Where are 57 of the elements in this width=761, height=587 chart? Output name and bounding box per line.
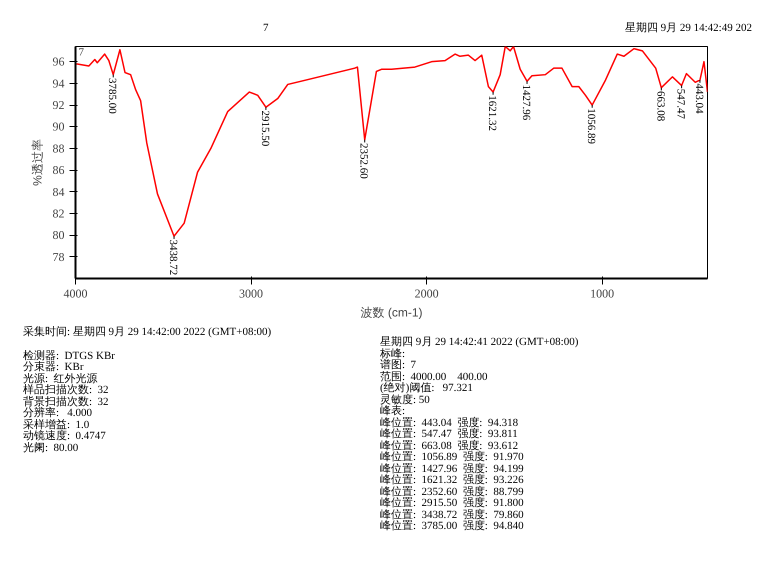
y-axis-title: %透过率 — [30, 139, 44, 186]
text: 峰表: — [380, 405, 406, 417]
annotation: 1056.89 — [585, 108, 598, 145]
annotation: 3785.00 — [106, 78, 118, 114]
text: 动镜速度: 0.4747 — [23, 430, 107, 442]
text: 谱图: 7 — [380, 359, 418, 371]
y-tick-label: 86 — [52, 163, 64, 178]
text: 峰位置: 2352.60 强度: 88.799 — [380, 486, 525, 498]
text: 范围: 4000.00 400.00 — [380, 370, 489, 382]
text: 峰位置: 2915.50 强度: 91.800 — [380, 497, 525, 509]
y-tick-label: 94 — [52, 76, 64, 90]
text: 峰位置: 1056.89 强度: 91.970 — [380, 451, 525, 463]
chart-subtitle: 星期四 9月 29 14:42:49 202 — [624, 21, 752, 36]
y-tick-label: 96 — [52, 54, 64, 69]
x-tick-label: 1000 — [590, 286, 614, 300]
text: 检测器: DTGS KBr — [23, 350, 116, 362]
line-series — [76, 46, 708, 237]
y-tick-label: 92 — [52, 98, 64, 112]
text: 采集时间: 星期四 9月 29 14:42:00 2022 (GMT+08:00) — [23, 326, 272, 338]
text: 分束器: KBr — [23, 361, 84, 373]
annotation: 2915.50 — [258, 110, 271, 147]
y-tick-label: 82 — [52, 206, 64, 220]
y-tick-label: 78 — [52, 250, 64, 264]
y-tick-label: 80 — [52, 228, 64, 242]
text: 背景扫描次数: 32 — [23, 396, 110, 408]
x-tick-label: 3000 — [239, 286, 264, 300]
text: 峰位置: 3438.72 强度: 79.860 — [380, 508, 525, 520]
text: 7 — [263, 21, 268, 36]
text: 峰位置: 443.04 强度: 94.318 — [380, 416, 520, 428]
annotation: 547.47 — [674, 88, 687, 120]
text: 标峰: — [380, 348, 406, 360]
text: 光阑: 80.00 — [23, 442, 80, 454]
annotation: 1427.96 — [520, 84, 532, 121]
x-tick-label: 2000 — [414, 286, 439, 300]
chart-title: 7 — [78, 46, 84, 58]
text: 星期四 9月 29 14:42:41 2022 (GMT+08:00) — [380, 336, 578, 348]
text: 峰位置: 663.08 强度: 93.612 — [380, 440, 520, 452]
text: 峰位置: 1621.32 强度: 93.226 — [380, 474, 525, 486]
text: 峰位置: 1427.96 强度: 94.199 — [380, 462, 525, 474]
y-tick-label: 84 — [52, 184, 64, 199]
text: 采样增益: 1.0 — [23, 418, 90, 430]
y-tick-label: 90 — [52, 120, 64, 134]
annotation: 1621.32 — [486, 95, 498, 132]
text: 灵敏度: 50 — [380, 394, 431, 406]
text: 分辨率: 4.000 — [23, 407, 94, 419]
x-tick-label: 4000 — [64, 286, 88, 300]
text: 峰位置: 547.47 强度: 93.811 — [380, 428, 519, 440]
text: 光源: 红外光源 — [23, 372, 99, 384]
annotation: 3438.72 — [167, 239, 180, 276]
text: (绝对)阈值: 97.321 — [380, 382, 474, 394]
y-tick-label: 88 — [52, 141, 64, 156]
text: 样品扫描次数: 32 — [23, 384, 110, 396]
text: 峰位置: 3785.00 强度: 94.840 — [380, 520, 525, 532]
annotation: 663.08 — [654, 90, 666, 122]
x-axis-title: 波数 (cm-1) — [360, 306, 423, 320]
annotation: 443.04 — [692, 83, 705, 114]
annotation: 2352.60 — [358, 142, 370, 180]
